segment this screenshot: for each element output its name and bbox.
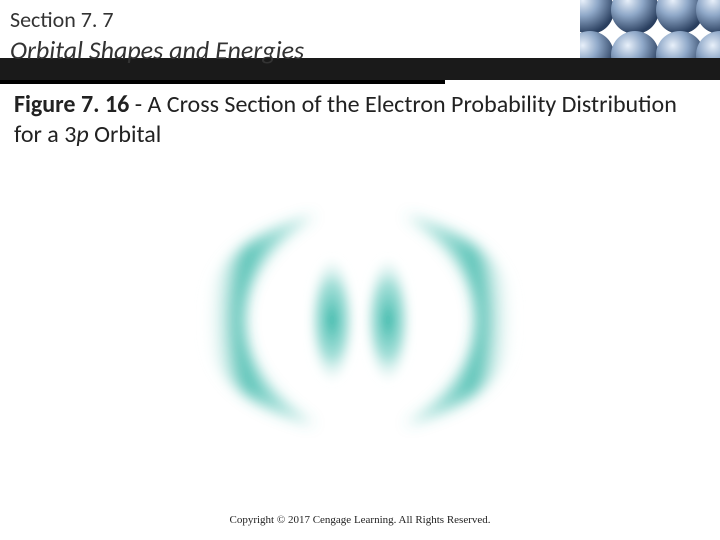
lobe-inner-left	[308, 258, 356, 382]
figure-number: Figure 7. 16	[14, 90, 129, 119]
section-label: Section 7. 7	[10, 6, 114, 33]
header-divider	[0, 80, 445, 84]
lobe-outer-right	[405, 215, 515, 425]
orbital-diagram	[0, 170, 720, 470]
figure-caption: Figure 7. 16 - A Cross Section of the El…	[14, 90, 700, 150]
figure-caption-text-2: Orbital	[89, 120, 162, 149]
orbital-symbol: p	[76, 120, 88, 149]
lobe-inner-right	[364, 258, 412, 382]
lobe-outer-left	[205, 215, 315, 425]
copyright-text: Copyright © 2017 Cengage Learning. All R…	[0, 514, 720, 526]
section-title: Orbital Shapes and Energies	[10, 34, 304, 66]
figure-separator: -	[129, 90, 147, 119]
